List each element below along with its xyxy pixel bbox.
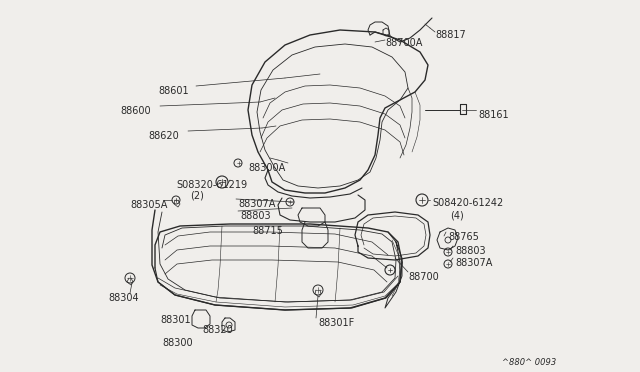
Text: 88700A: 88700A <box>385 38 422 48</box>
Text: 88300: 88300 <box>162 338 193 348</box>
Text: 88307A: 88307A <box>238 199 275 209</box>
Text: 88601: 88601 <box>158 86 189 96</box>
Text: 88301F: 88301F <box>318 318 355 328</box>
Text: (4): (4) <box>450 210 464 220</box>
Text: ^880^ 0093: ^880^ 0093 <box>502 358 556 367</box>
Text: 88715: 88715 <box>252 226 283 236</box>
Text: S08420-61242: S08420-61242 <box>432 198 503 208</box>
Text: 88301: 88301 <box>160 315 191 325</box>
Text: 88620: 88620 <box>148 131 179 141</box>
Text: 88161: 88161 <box>478 110 509 120</box>
Text: (2): (2) <box>190 191 204 201</box>
Text: 88305A: 88305A <box>130 200 168 210</box>
Text: 88600: 88600 <box>120 106 150 116</box>
Text: 88700: 88700 <box>408 272 439 282</box>
Text: 88803: 88803 <box>240 211 271 221</box>
Text: 88304: 88304 <box>108 293 139 303</box>
Text: 88300A: 88300A <box>248 163 285 173</box>
Text: 88803: 88803 <box>455 246 486 256</box>
Text: S08320-61219: S08320-61219 <box>176 180 247 190</box>
Text: 88817: 88817 <box>435 30 466 40</box>
Text: 88307A: 88307A <box>455 258 492 268</box>
Text: 88765: 88765 <box>448 232 479 242</box>
Text: 88320: 88320 <box>202 325 233 335</box>
